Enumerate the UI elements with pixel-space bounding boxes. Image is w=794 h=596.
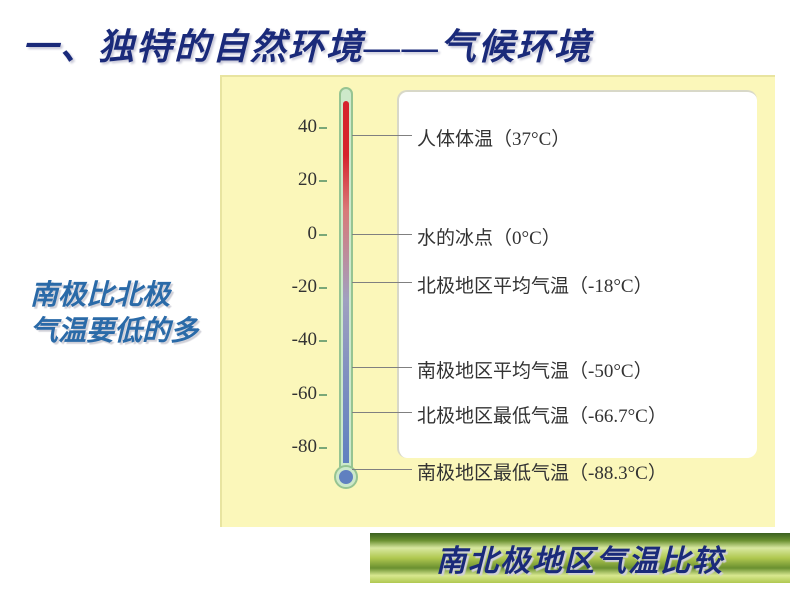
leader-line (352, 469, 412, 470)
leader-line (352, 367, 412, 368)
temperature-label: 北极地区最低气温（-66.7°C） (417, 401, 667, 428)
scale-label: 20 (277, 169, 317, 191)
leader-line (352, 412, 412, 413)
temperature-label: 水的冰点（0°C） (417, 223, 561, 250)
scale-label: -20 (277, 276, 317, 298)
leader-line (352, 234, 412, 235)
temperature-label: 南极地区平均气温（-50°C） (417, 356, 653, 383)
thermometer-bulb-inner (339, 470, 353, 484)
scale-label: -60 (277, 383, 317, 405)
scale-label: -80 (277, 436, 317, 458)
temperature-label: 北极地区平均气温（-18°C） (417, 271, 653, 298)
thermometer (327, 87, 365, 489)
temperature-label: 南极地区最低气温（-88.3°C） (417, 458, 667, 485)
page-title: 一、独特的自然环境——气候环境 (22, 18, 592, 70)
scale-tick (319, 127, 327, 129)
scale-tick (319, 180, 327, 182)
scale-label: 0 (277, 223, 317, 245)
side-note-line: 南极比北极 (30, 278, 198, 314)
footer-band: 南北极地区气温比较 (370, 533, 790, 583)
footer-caption: 南北极地区气温比较 (436, 536, 724, 580)
scale-tick (319, 340, 327, 342)
side-note: 南极比北极 气温要低的多 (30, 278, 198, 351)
scale-tick (319, 234, 327, 236)
leader-line (352, 135, 412, 136)
scale-tick (319, 447, 327, 449)
scale-label: 40 (277, 116, 317, 138)
leader-line (352, 282, 412, 283)
scale-tick (319, 287, 327, 289)
thermometer-panel: 40 20 0 -20 -40 -60 -80 人体体温（37°C） 水的冰点（0°C） 北极地… (220, 75, 775, 527)
scale-label: -40 (277, 329, 317, 351)
scale-tick (319, 394, 327, 396)
thermometer-fluid (343, 101, 349, 463)
temperature-label: 人体体温（37°C） (417, 124, 570, 151)
side-note-line: 气温要低的多 (30, 314, 198, 350)
